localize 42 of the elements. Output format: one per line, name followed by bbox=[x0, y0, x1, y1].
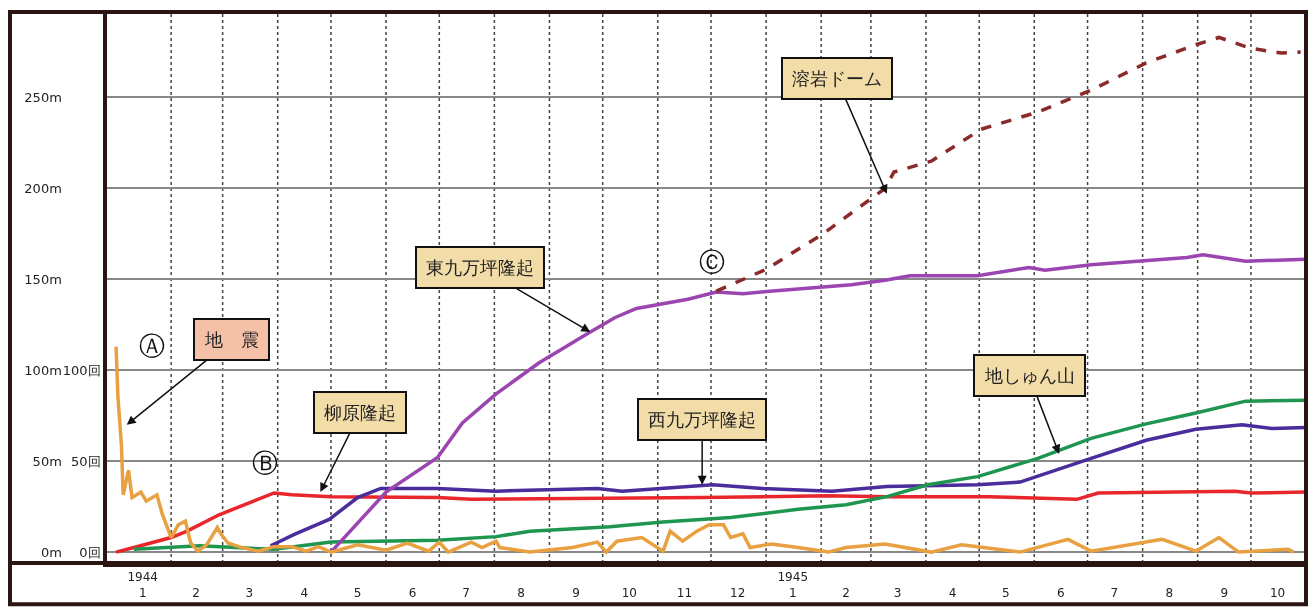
y2-tick-label: 0回 bbox=[79, 544, 101, 560]
x-tick-label: 9 bbox=[1220, 586, 1229, 600]
x-tick-label: 2 bbox=[192, 586, 200, 600]
y2-tick-label: 50回 bbox=[71, 453, 101, 469]
x-tick-label: 3 bbox=[893, 586, 902, 600]
y-tick-label: 250m bbox=[24, 90, 62, 106]
x-tick-label: 3 bbox=[245, 586, 254, 600]
annotation: Ⓒ bbox=[699, 247, 725, 277]
annotation: Ⓐ bbox=[139, 331, 165, 361]
x-tick-label: 4 bbox=[948, 586, 957, 600]
line-series bbox=[132, 398, 1306, 552]
x-tick-label: 12 bbox=[730, 586, 746, 600]
x-tick-label: 1944 1 bbox=[127, 570, 158, 600]
x-tick-label: 10 bbox=[1269, 586, 1286, 600]
annotation: 柳原隆起 bbox=[324, 402, 396, 423]
annotation: Ⓑ bbox=[252, 448, 278, 478]
x-tick-label: 2 bbox=[842, 586, 850, 600]
y-tick-label: 50m bbox=[32, 453, 62, 469]
line-series bbox=[114, 489, 1306, 554]
annotation: 西九万坪隆起 bbox=[648, 409, 756, 430]
x-tick-label: 9 bbox=[572, 586, 580, 600]
x-tick-label: 4 bbox=[300, 586, 309, 600]
x-tick-label: 8 bbox=[517, 586, 525, 600]
y-tick-label: 150m bbox=[24, 271, 62, 287]
y-tick-label: 100m bbox=[24, 362, 62, 378]
x-tick-label: 7 bbox=[1110, 586, 1119, 600]
annotation: 地 震 bbox=[204, 329, 259, 350]
y-tick-label: 0m bbox=[40, 544, 62, 560]
annotation: 東九万坪隆起 bbox=[426, 257, 534, 278]
x-tick-label: 5 bbox=[1002, 586, 1010, 600]
x-tick-label: 10 bbox=[621, 586, 637, 600]
x-tick-label: 1945 1 bbox=[777, 570, 809, 600]
x-tick-label: 11 bbox=[676, 586, 693, 600]
x-tick-label: 7 bbox=[462, 586, 470, 600]
annotation: 溶岩ドーム bbox=[792, 68, 882, 89]
y2-tick-label: 100回 bbox=[62, 362, 101, 378]
annotation: 地しゅん山 bbox=[984, 365, 1075, 386]
y-tick-label: 200m bbox=[24, 180, 62, 196]
x-tick-label: 5 bbox=[353, 586, 362, 600]
x-tick-label: 6 bbox=[1057, 586, 1065, 600]
x-tick-label: 6 bbox=[408, 586, 417, 600]
x-tick-label: 8 bbox=[1165, 586, 1174, 600]
